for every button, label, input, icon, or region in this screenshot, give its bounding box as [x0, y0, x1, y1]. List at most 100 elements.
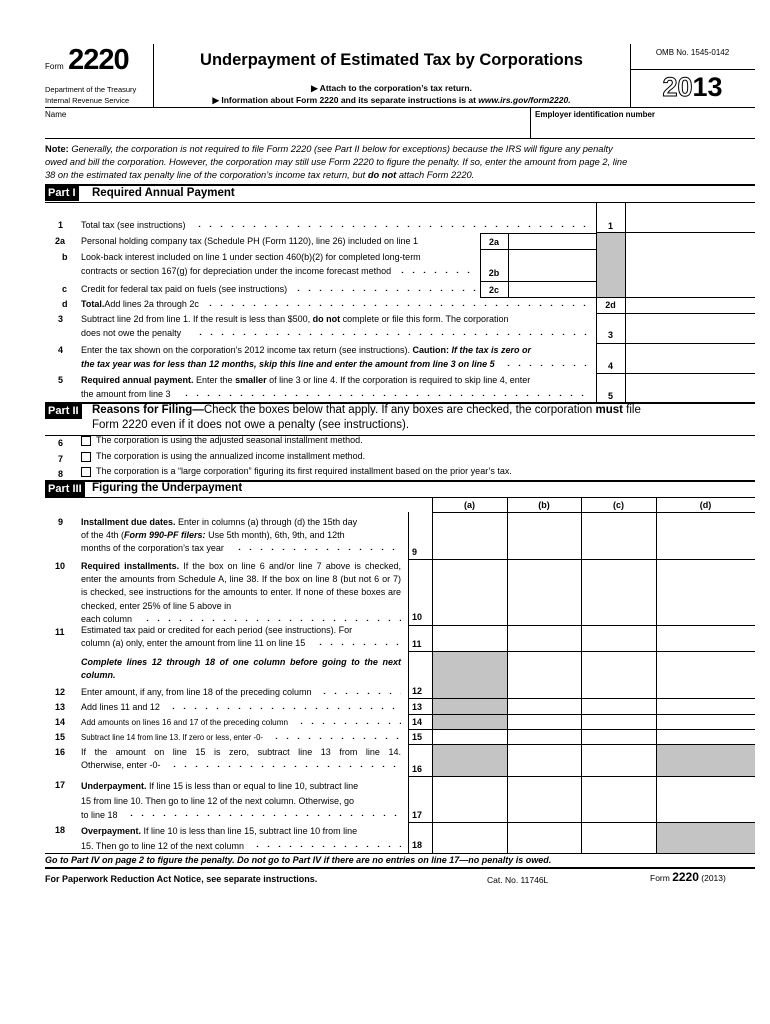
- divider: [408, 714, 755, 715]
- box-2a-label: 2a: [488, 237, 499, 247]
- note: Note: Generally, the corporation is not …: [45, 143, 755, 182]
- line-14-text: Add amounts on lines 16 and 17 of the pr…: [81, 718, 289, 727]
- line-2d-number: d: [62, 299, 68, 309]
- divider: [408, 651, 755, 652]
- box-2d-label: 2d: [605, 300, 616, 310]
- form-number: 2220: [68, 44, 130, 76]
- shaded-area: [433, 652, 507, 729]
- line-2b-number: b: [62, 252, 68, 262]
- divider: [45, 435, 755, 436]
- line-8-number: 8: [58, 469, 64, 479]
- divider: [596, 343, 755, 344]
- line-3-text: Subtract line 2d from line 1. If the res…: [81, 314, 313, 324]
- line-18-bold: Overpayment.: [81, 826, 142, 836]
- paperwork-notice: For Paperwork Reduction Act Notice, see …: [45, 874, 318, 884]
- divider: [408, 625, 755, 626]
- line-10-bold: Required installments.: [81, 561, 180, 571]
- line-5-bold: Required annual payment.: [81, 375, 194, 385]
- line-2b-input[interactable]: [509, 250, 596, 281]
- line-5-text: of line 3 or line 4. If the corporation …: [266, 375, 531, 385]
- divider: [480, 233, 596, 234]
- part2-title-text: Check the boxes below that apply. If any…: [203, 404, 596, 416]
- line-2d-input[interactable]: [626, 298, 755, 313]
- box-14-label: 14: [412, 717, 423, 727]
- form-word: Form: [45, 62, 64, 71]
- line-17-text1: If line 15 is less than or equal to line…: [146, 781, 359, 791]
- divider: [432, 512, 755, 513]
- info-url[interactable]: www.irs.gov/form2220.: [478, 95, 571, 105]
- divider: [408, 729, 755, 730]
- line-13-number: 13: [55, 702, 66, 712]
- box-16-label: 16: [412, 764, 423, 774]
- catalog-number: Cat. No. 11746L: [487, 875, 549, 885]
- divider: [45, 497, 755, 498]
- ein-field[interactable]: [531, 108, 755, 138]
- divider: [45, 867, 755, 869]
- info-text: ▶ Information about Form 2220 and its se…: [212, 95, 479, 105]
- line-2a-input[interactable]: [509, 234, 596, 249]
- divider: [45, 184, 755, 186]
- line-7-checkbox[interactable]: [81, 452, 91, 462]
- line-10-text: Required installments. If the box on lin…: [81, 560, 401, 626]
- footer-year: (2013): [698, 873, 726, 883]
- column-d-header: (d): [699, 500, 712, 510]
- divider: [596, 203, 597, 402]
- line-17-number: 17: [55, 780, 66, 790]
- year-outline: 20: [662, 72, 693, 103]
- line-1-number: 1: [58, 220, 64, 230]
- dot-leader: [204, 298, 591, 306]
- box-10-label: 10: [412, 612, 423, 622]
- divider: [480, 249, 596, 250]
- part3-closing: Go to Part IV on page 2 to figure the pe…: [45, 855, 552, 865]
- line-18-number: 18: [55, 825, 66, 835]
- divider: [507, 497, 508, 853]
- box-5-label: 5: [607, 391, 613, 401]
- box-17-label: 17: [412, 810, 423, 820]
- box-2c-label: 2c: [488, 285, 499, 295]
- line-18-text2: 15. Then go to line 12 of the next colum…: [81, 840, 244, 851]
- line-7-text: The corporation is using the annualized …: [96, 451, 366, 461]
- divider: [480, 297, 755, 298]
- line-2a-text: Personal holding company tax (Schedule P…: [81, 236, 419, 246]
- dot-leader: [125, 808, 401, 816]
- part2-title-line2: Form 2220 even if it does not owe a pena…: [92, 419, 410, 431]
- divider: [508, 233, 509, 297]
- dot-leader: [167, 701, 401, 709]
- note-text2: owed and bill the corporation. However, …: [45, 157, 628, 167]
- line-4-line1: Enter the tax shown on the corporation’s…: [81, 344, 531, 357]
- note-do-not: do not: [367, 170, 397, 180]
- dot-leader: [293, 283, 476, 291]
- line-5-input[interactable]: [626, 374, 755, 402]
- line-3-text2: does not owe the penalty: [81, 328, 182, 338]
- line-8-text: The corporation is a “large corporation”…: [96, 466, 512, 476]
- line-4-input[interactable]: [626, 344, 755, 373]
- info-instruction: ▶ Information about Form 2220 and its se…: [153, 95, 630, 106]
- line-1-input[interactable]: [626, 203, 755, 232]
- line-6-checkbox[interactable]: [81, 436, 91, 446]
- line-4-text: If the tax is zero or: [449, 345, 532, 355]
- shaded-area: [657, 745, 755, 776]
- name-field[interactable]: [45, 108, 530, 138]
- divider: [45, 202, 755, 203]
- ein-label: Employer identification number: [535, 110, 656, 119]
- divider: [45, 138, 755, 139]
- line-11-number: 11: [55, 627, 65, 637]
- line-5-line1: Required annual payment. Enter the small…: [81, 374, 530, 387]
- line-4-caution: Caution:: [412, 345, 450, 355]
- line-14-number: 14: [55, 717, 66, 727]
- dot-leader: [142, 612, 401, 621]
- line-16-number: 16: [55, 747, 66, 757]
- divider: [581, 497, 582, 853]
- box-4-label: 4: [607, 361, 613, 371]
- department: Department of the Treasury Internal Reve…: [45, 84, 136, 106]
- line-5-number: 5: [58, 375, 64, 385]
- dept-line2: Internal Revenue Service: [45, 96, 130, 105]
- line-3-input[interactable]: [626, 314, 755, 343]
- divider: [408, 698, 755, 699]
- line-12-number: 12: [55, 687, 66, 697]
- divider: [45, 402, 755, 404]
- divider: [530, 108, 531, 138]
- line-2c-input[interactable]: [509, 282, 596, 297]
- line-8-checkbox[interactable]: [81, 467, 91, 477]
- dot-leader: [168, 759, 401, 768]
